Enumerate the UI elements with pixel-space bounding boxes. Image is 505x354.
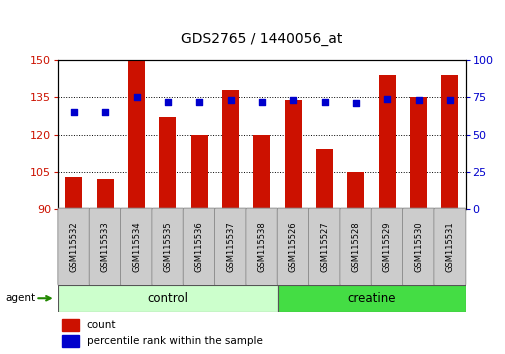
Point [164,99,172,105]
FancyBboxPatch shape [120,208,152,286]
Text: GSM115528: GSM115528 [350,222,360,272]
FancyBboxPatch shape [245,208,277,286]
Bar [190,135,208,209]
Text: agent: agent [5,293,35,303]
Bar [96,179,114,209]
Bar [346,172,364,209]
FancyBboxPatch shape [308,208,340,286]
Text: creatine: creatine [346,292,395,305]
Point [320,99,328,105]
Bar [440,75,458,209]
FancyBboxPatch shape [58,208,90,286]
Text: GSM115526: GSM115526 [288,222,297,272]
Point [101,109,109,115]
Text: GSM115537: GSM115537 [226,222,234,272]
FancyBboxPatch shape [433,208,465,286]
Bar [378,75,395,209]
Bar [222,90,239,209]
Bar [252,135,270,209]
Point [288,97,296,103]
Text: percentile rank within the sample: percentile rank within the sample [86,336,262,346]
Bar [409,97,426,209]
Bar [315,149,332,209]
Bar [128,60,145,209]
FancyBboxPatch shape [183,208,215,286]
Point [226,97,234,103]
Text: GDS2765 / 1440056_at: GDS2765 / 1440056_at [181,32,342,46]
Text: GSM115538: GSM115538 [257,222,266,272]
Bar [62,335,78,347]
FancyBboxPatch shape [89,208,121,286]
Point [70,109,78,115]
Text: GSM115532: GSM115532 [69,222,78,272]
FancyBboxPatch shape [152,208,183,286]
Bar [159,117,176,209]
Bar [284,100,301,209]
Text: GSM115531: GSM115531 [444,222,453,272]
Text: GSM115530: GSM115530 [413,222,422,272]
Bar [277,285,465,312]
Point [414,97,422,103]
Point [195,99,203,105]
FancyBboxPatch shape [371,208,402,286]
Text: count: count [86,320,116,330]
Text: GSM115529: GSM115529 [382,222,391,272]
Bar [65,177,82,209]
Bar [62,319,78,331]
Bar [58,285,277,312]
Point [382,96,390,102]
Text: control: control [147,292,188,305]
Point [258,99,266,105]
Point [445,97,453,103]
Point [132,95,140,100]
Text: GSM115535: GSM115535 [163,222,172,272]
Text: GSM115533: GSM115533 [100,222,110,272]
FancyBboxPatch shape [402,208,434,286]
Text: GSM115527: GSM115527 [319,222,328,272]
Text: GSM115534: GSM115534 [132,222,141,272]
FancyBboxPatch shape [277,208,309,286]
Point [351,101,359,106]
FancyBboxPatch shape [339,208,371,286]
Text: GSM115536: GSM115536 [194,222,204,272]
FancyBboxPatch shape [214,208,246,286]
